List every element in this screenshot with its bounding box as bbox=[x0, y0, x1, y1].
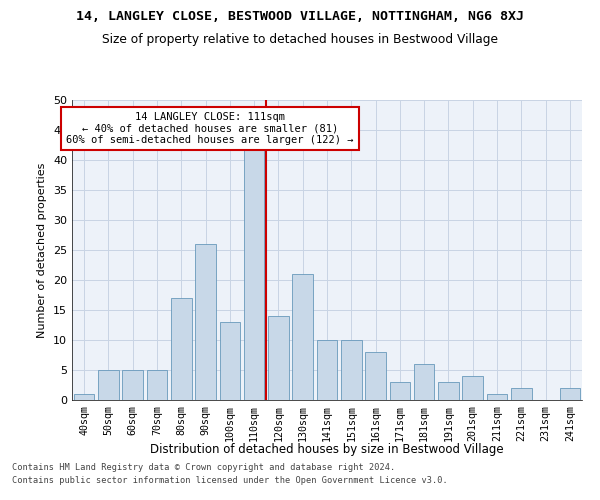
Text: Contains public sector information licensed under the Open Government Licence v3: Contains public sector information licen… bbox=[12, 476, 448, 485]
Text: 14, LANGLEY CLOSE, BESTWOOD VILLAGE, NOTTINGHAM, NG6 8XJ: 14, LANGLEY CLOSE, BESTWOOD VILLAGE, NOT… bbox=[76, 10, 524, 23]
Bar bbox=[195, 244, 216, 400]
Bar bbox=[292, 274, 313, 400]
Y-axis label: Number of detached properties: Number of detached properties bbox=[37, 162, 47, 338]
Bar bbox=[463, 376, 483, 400]
Bar bbox=[511, 388, 532, 400]
Bar bbox=[317, 340, 337, 400]
Bar bbox=[365, 352, 386, 400]
Bar bbox=[341, 340, 362, 400]
Bar bbox=[414, 364, 434, 400]
Bar bbox=[171, 298, 191, 400]
Text: 14 LANGLEY CLOSE: 111sqm
← 40% of detached houses are smaller (81)
60% of semi-d: 14 LANGLEY CLOSE: 111sqm ← 40% of detach… bbox=[66, 112, 353, 145]
Text: Distribution of detached houses by size in Bestwood Village: Distribution of detached houses by size … bbox=[150, 442, 504, 456]
Bar bbox=[438, 382, 459, 400]
Text: Contains HM Land Registry data © Crown copyright and database right 2024.: Contains HM Land Registry data © Crown c… bbox=[12, 464, 395, 472]
Bar bbox=[560, 388, 580, 400]
Bar bbox=[74, 394, 94, 400]
Bar bbox=[220, 322, 240, 400]
Bar bbox=[487, 394, 508, 400]
Bar bbox=[122, 370, 143, 400]
Bar bbox=[244, 148, 265, 400]
Bar bbox=[389, 382, 410, 400]
Bar bbox=[146, 370, 167, 400]
Text: Size of property relative to detached houses in Bestwood Village: Size of property relative to detached ho… bbox=[102, 32, 498, 46]
Bar bbox=[98, 370, 119, 400]
Bar bbox=[268, 316, 289, 400]
